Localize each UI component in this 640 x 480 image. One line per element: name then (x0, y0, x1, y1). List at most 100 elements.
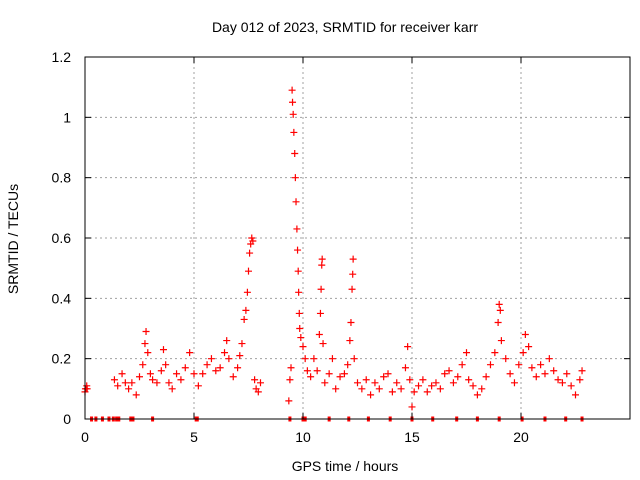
data-point (225, 355, 233, 363)
data-point (243, 288, 251, 296)
data-point (436, 385, 444, 393)
data-point (572, 391, 579, 399)
data-point (419, 376, 427, 384)
y-tick-label: 0.4 (52, 290, 72, 306)
axis-ticks (84, 56, 630, 420)
data-point (318, 261, 326, 269)
data-point (291, 174, 299, 182)
data-point (449, 379, 457, 387)
data-point (325, 370, 333, 378)
data-point (301, 355, 309, 363)
data-point (146, 370, 154, 378)
data-point (190, 370, 198, 378)
data-point (482, 373, 490, 381)
data-point (576, 376, 584, 384)
data-point (234, 364, 242, 372)
data-point (350, 355, 358, 363)
data-point (229, 373, 237, 381)
data-point (423, 388, 431, 396)
data-point (110, 376, 118, 384)
data-point (445, 367, 453, 375)
data-point (246, 249, 254, 257)
data-point (415, 382, 423, 390)
data-point (121, 379, 129, 387)
data-point (521, 331, 529, 339)
data-point (567, 382, 575, 390)
data-point (541, 370, 549, 378)
data-point (408, 403, 416, 411)
x-tick-label: 0 (81, 429, 89, 445)
y-tick-label: 0.8 (52, 170, 72, 186)
x-tick-label: 5 (190, 429, 198, 445)
data-point (251, 376, 259, 384)
data-point (289, 110, 297, 118)
data-point (528, 364, 536, 372)
data-point (347, 318, 355, 326)
data-point (165, 379, 173, 387)
x-tick-label: 20 (513, 429, 529, 445)
data-point (286, 376, 294, 384)
data-point (144, 349, 152, 357)
data-point (441, 370, 449, 378)
data-point (497, 337, 505, 345)
data-point (502, 355, 510, 363)
data-point (303, 367, 311, 375)
data-point (545, 355, 553, 363)
data-point (315, 331, 323, 339)
data-point (473, 391, 481, 399)
y-tick-label: 0 (63, 411, 71, 427)
data-point (519, 349, 527, 357)
data-point (118, 370, 126, 378)
data-point (236, 352, 244, 360)
data-point (153, 379, 161, 387)
data-point (319, 340, 327, 348)
x-tick-label: 15 (404, 429, 420, 445)
data-point (254, 388, 262, 396)
data-point (563, 370, 571, 378)
data-point (380, 373, 388, 381)
data-point (458, 361, 466, 369)
data-point (465, 376, 473, 384)
data-point (348, 285, 356, 293)
data-point (310, 355, 318, 363)
data-point (506, 370, 514, 378)
data-point (358, 385, 366, 393)
y-tick-label: 0.2 (52, 351, 72, 367)
data-point (321, 379, 329, 387)
data-point (328, 355, 336, 363)
data-point (294, 246, 302, 254)
data-point (332, 385, 340, 393)
data-point (558, 379, 566, 387)
data-point (292, 198, 300, 206)
data-point (532, 373, 540, 381)
data-point (238, 340, 246, 348)
data-point (299, 343, 307, 351)
data-point (428, 382, 436, 390)
data-point (221, 349, 229, 357)
data-point (207, 355, 215, 363)
data-point (346, 337, 354, 345)
data-point (510, 379, 518, 387)
data-point (486, 361, 494, 369)
data-point (375, 385, 383, 393)
data-point (141, 340, 149, 348)
data-point (393, 379, 401, 387)
data-point (159, 346, 167, 354)
data-point (463, 349, 470, 357)
data-point (354, 379, 361, 387)
data-point (384, 370, 392, 378)
data-point (181, 364, 189, 372)
data-point (367, 391, 375, 399)
data-point (401, 364, 409, 372)
data-point (295, 288, 303, 296)
data-point (287, 364, 295, 372)
data-point (142, 328, 150, 336)
data-point (293, 225, 301, 233)
data-layer (81, 86, 586, 422)
data-point (344, 361, 352, 369)
data-point (336, 373, 344, 381)
data-point (307, 373, 315, 381)
data-point (495, 300, 503, 308)
data-point (340, 370, 348, 378)
